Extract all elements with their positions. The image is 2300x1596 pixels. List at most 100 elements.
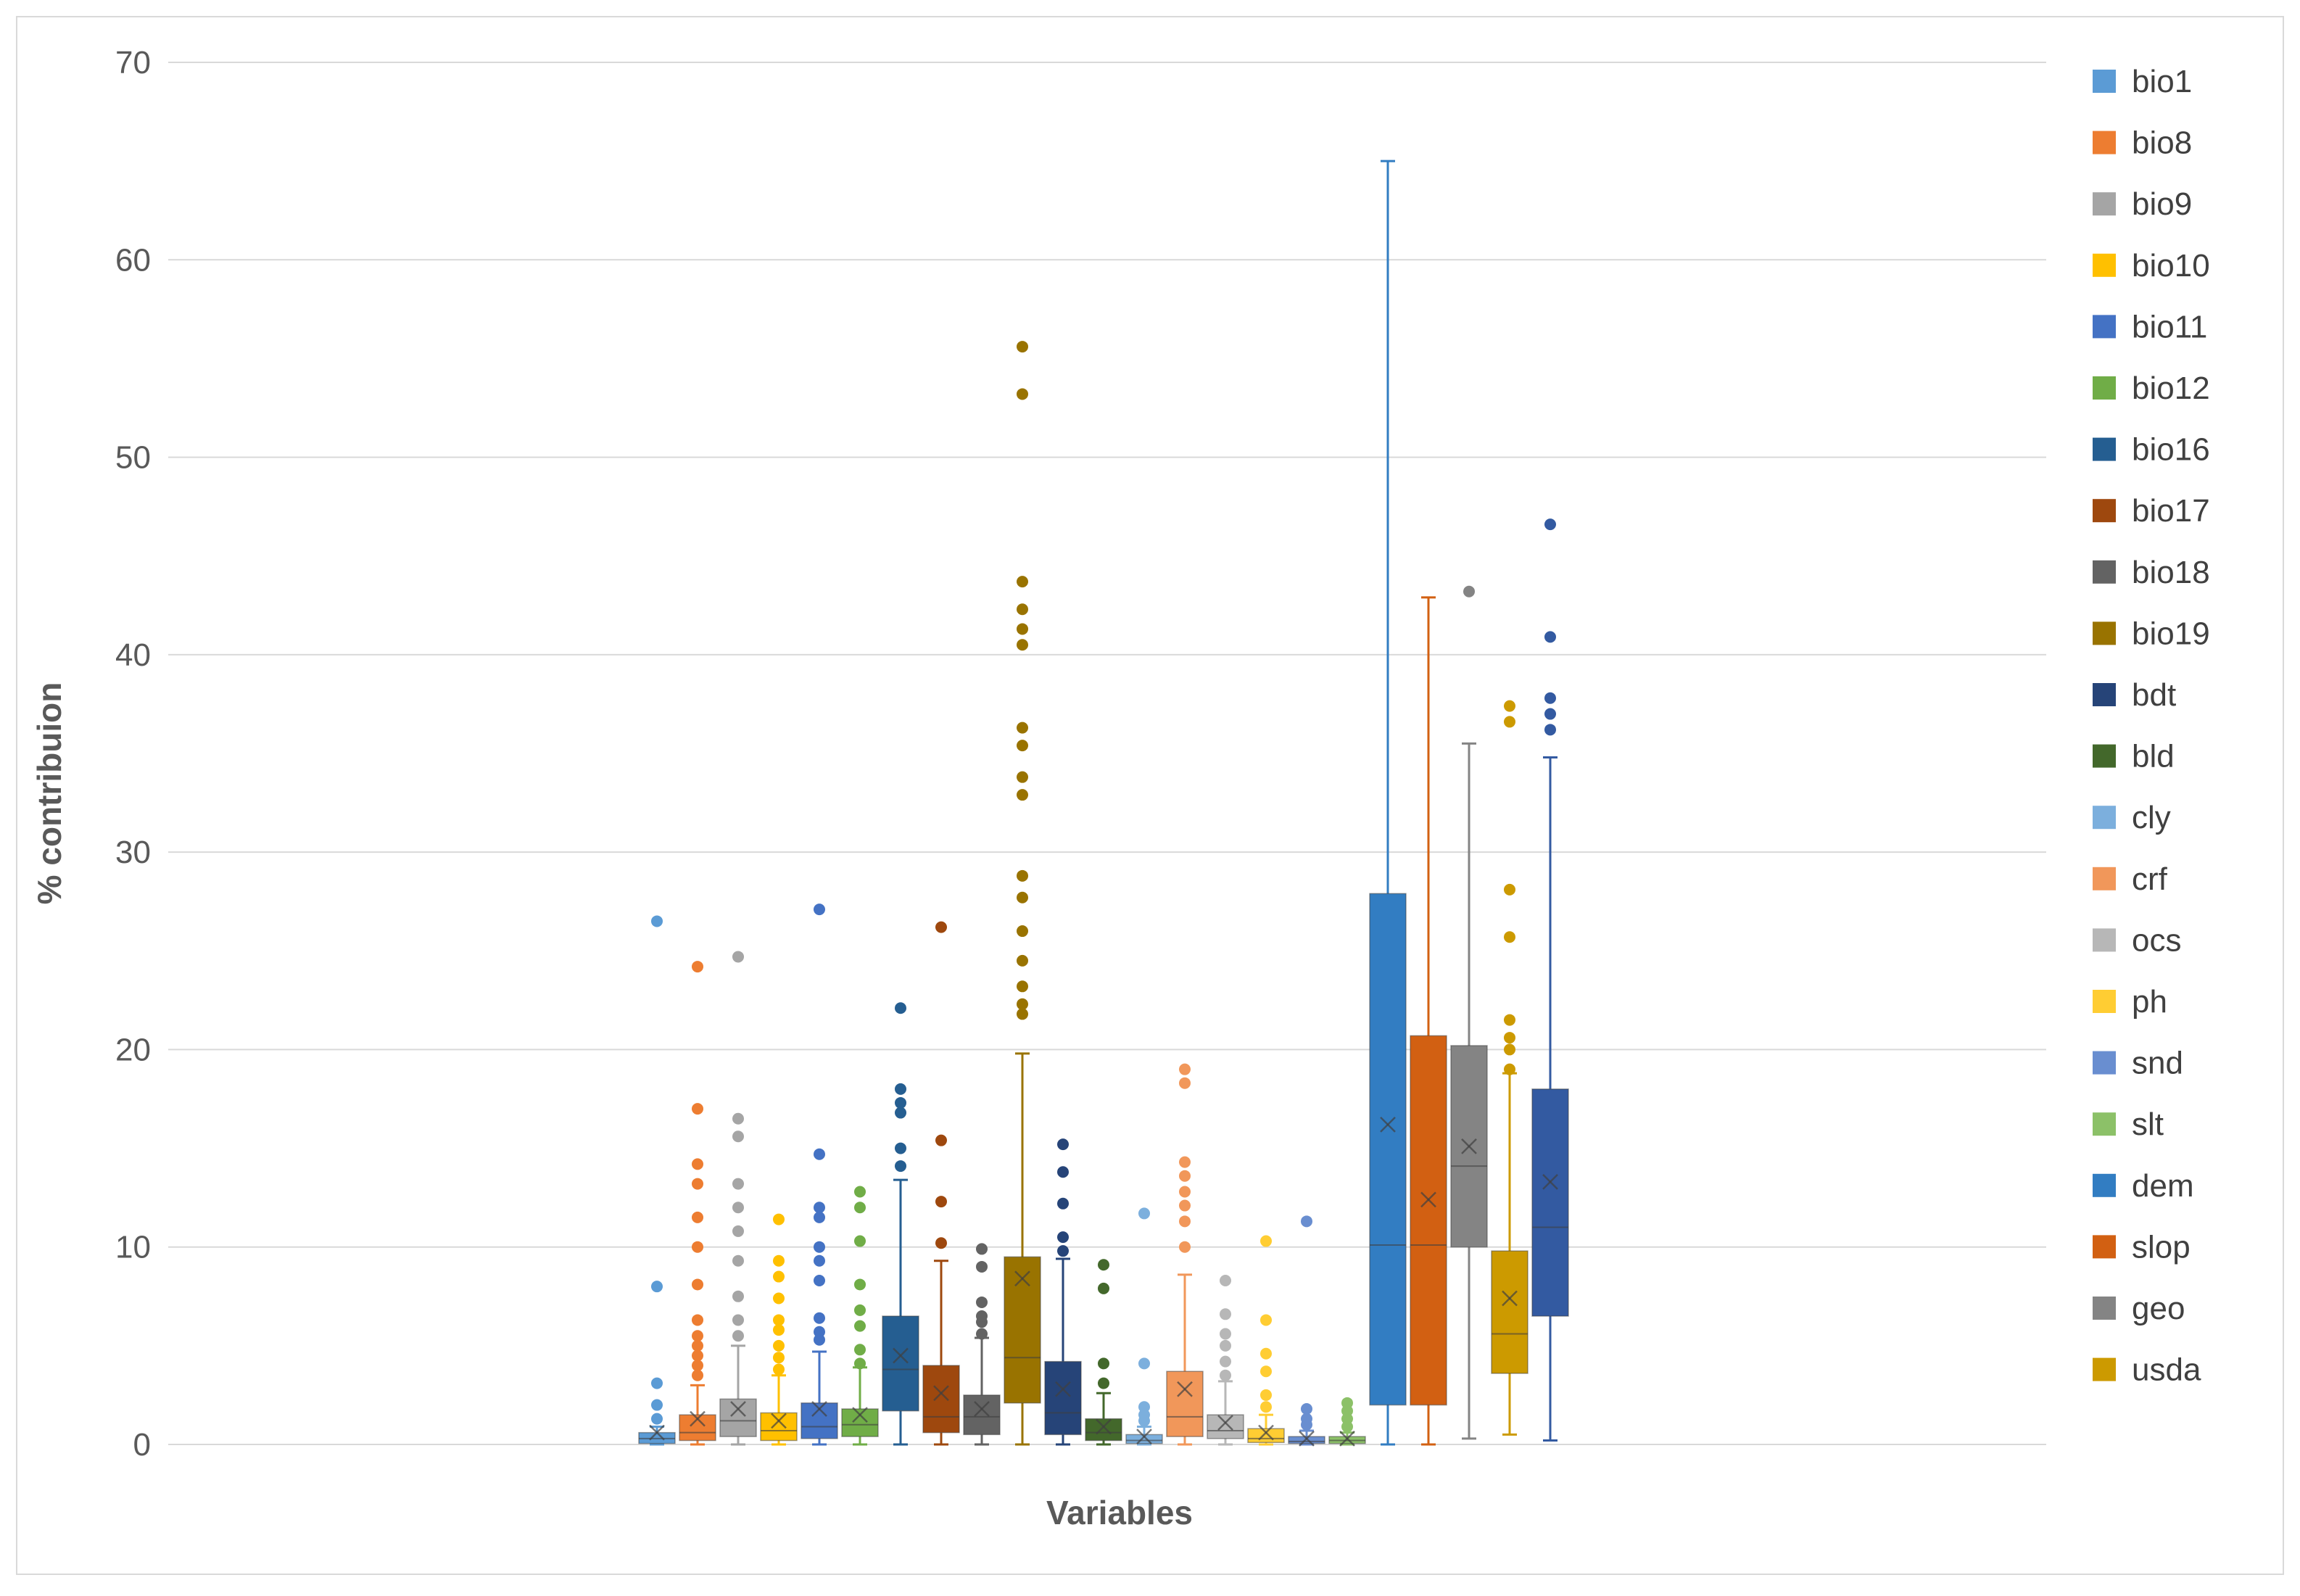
outlier-point xyxy=(895,1142,906,1154)
legend-swatch xyxy=(2093,621,2116,645)
outlier-point xyxy=(1057,1231,1069,1244)
outlier-point xyxy=(1504,1043,1515,1056)
outlier-point xyxy=(1220,1355,1231,1368)
legend-label: usda xyxy=(2132,1352,2201,1388)
outlier-point xyxy=(1098,1259,1109,1271)
outlier-point xyxy=(1544,518,1556,531)
outlier-point xyxy=(692,1178,703,1190)
box-bio8 xyxy=(679,961,716,1446)
legend-label: bio16 xyxy=(2132,432,2210,468)
outlier-point xyxy=(1017,925,1028,938)
legend-swatch xyxy=(2093,1051,2116,1075)
outlier-point xyxy=(1179,1063,1191,1075)
outlier-point xyxy=(1504,1063,1515,1075)
box-snd xyxy=(1288,1215,1325,1447)
outlier-point xyxy=(1017,891,1028,904)
legend-item-ph: ph xyxy=(2093,984,2167,1020)
mean-marker xyxy=(1217,1415,1233,1431)
outlier-point xyxy=(1017,869,1028,882)
legend-item-snd: snd xyxy=(2093,1046,2183,1081)
box-iqr xyxy=(1369,893,1407,1406)
box-iqr xyxy=(841,1408,879,1437)
outlier-point xyxy=(1504,931,1515,943)
legend-item-slt: slt xyxy=(2093,1107,2164,1142)
outlier-point xyxy=(1017,771,1028,783)
outlier-point xyxy=(692,1314,703,1326)
legend-label: bio11 xyxy=(2132,309,2207,344)
legend-label: dem xyxy=(2132,1168,2194,1204)
outlier-point xyxy=(976,1260,988,1273)
legend-item-bio11: bio11 xyxy=(2093,309,2207,344)
legend-item-usda: usda xyxy=(2093,1352,2201,1388)
legend-label: snd xyxy=(2132,1046,2183,1081)
outlier-point xyxy=(814,1148,825,1160)
legend-item-crf: crf xyxy=(2093,861,2168,897)
mean-marker xyxy=(893,1347,909,1364)
mean-marker xyxy=(1502,1290,1518,1307)
legend-item-bld: bld xyxy=(2093,739,2175,774)
y-tick-label: 70 xyxy=(115,45,151,80)
box-iqr xyxy=(1166,1370,1204,1437)
boxes xyxy=(638,160,1569,1447)
outlier-point xyxy=(854,1186,866,1198)
box-dem xyxy=(1369,160,1407,1446)
legend-swatch xyxy=(2093,437,2116,461)
outlier-point xyxy=(773,1270,785,1283)
box-bio11 xyxy=(801,904,838,1446)
box-iqr xyxy=(1247,1428,1285,1444)
outlier-point xyxy=(1220,1275,1231,1287)
mean-marker xyxy=(1136,1428,1152,1444)
box-bio18 xyxy=(963,1243,1001,1446)
legend-swatch xyxy=(2093,744,2116,768)
box-unnamed xyxy=(1531,518,1569,1442)
legend-swatch xyxy=(2093,1297,2116,1320)
outlier-point xyxy=(732,1314,744,1326)
outlier-point xyxy=(1544,708,1556,720)
outlier-point xyxy=(895,1096,906,1109)
outlier-point xyxy=(1017,576,1028,588)
outlier-point xyxy=(692,1241,703,1253)
legend-swatch xyxy=(2093,70,2116,93)
outlier-point xyxy=(692,961,703,973)
outlier-point xyxy=(1260,1235,1272,1247)
outlier-point xyxy=(732,1330,744,1342)
outlier-point xyxy=(1463,585,1475,598)
legend-swatch xyxy=(2093,376,2116,400)
outlier-point xyxy=(814,1326,825,1338)
outlier-point xyxy=(773,1292,785,1304)
legend-label: geo xyxy=(2132,1291,2185,1326)
y-axis-ticks: 0 10 20 30 40 50 60 70 xyxy=(115,45,151,1463)
outlier-point xyxy=(651,915,663,927)
mean-marker xyxy=(1339,1430,1355,1447)
box-iqr xyxy=(719,1398,757,1437)
legend-item-bio10: bio10 xyxy=(2093,248,2210,284)
y-axis-title: % contribuion xyxy=(30,682,68,905)
x-axis-title: Variables xyxy=(1046,1494,1193,1531)
legend-swatch xyxy=(2093,867,2116,890)
outlier-point xyxy=(1504,1032,1515,1044)
outlier-point xyxy=(935,1196,947,1208)
outlier-point xyxy=(692,1339,703,1352)
outlier-point xyxy=(814,1241,825,1253)
outlier-point xyxy=(732,1178,744,1190)
outlier-point xyxy=(1260,1314,1272,1326)
legend-swatch xyxy=(2093,1357,2116,1381)
outlier-point xyxy=(1057,1138,1069,1151)
gridlines xyxy=(168,62,2046,1445)
y-tick-label: 10 xyxy=(115,1230,151,1265)
outlier-point xyxy=(1341,1397,1353,1409)
outlier-point xyxy=(1017,721,1028,734)
legend-swatch xyxy=(2093,560,2116,584)
outlier-point xyxy=(1017,639,1028,651)
mean-marker xyxy=(1014,1270,1030,1287)
legend-item-dem: dem xyxy=(2093,1168,2194,1204)
mean-marker xyxy=(1177,1381,1193,1397)
outlier-point xyxy=(1179,1170,1191,1182)
outlier-point xyxy=(773,1363,785,1376)
mean-marker xyxy=(1380,1117,1396,1133)
mean-marker xyxy=(730,1401,746,1417)
legend-label: bio18 xyxy=(2132,555,2210,590)
outlier-point xyxy=(651,1377,663,1389)
legend-swatch xyxy=(2093,1235,2116,1259)
outlier-point xyxy=(1544,692,1556,704)
